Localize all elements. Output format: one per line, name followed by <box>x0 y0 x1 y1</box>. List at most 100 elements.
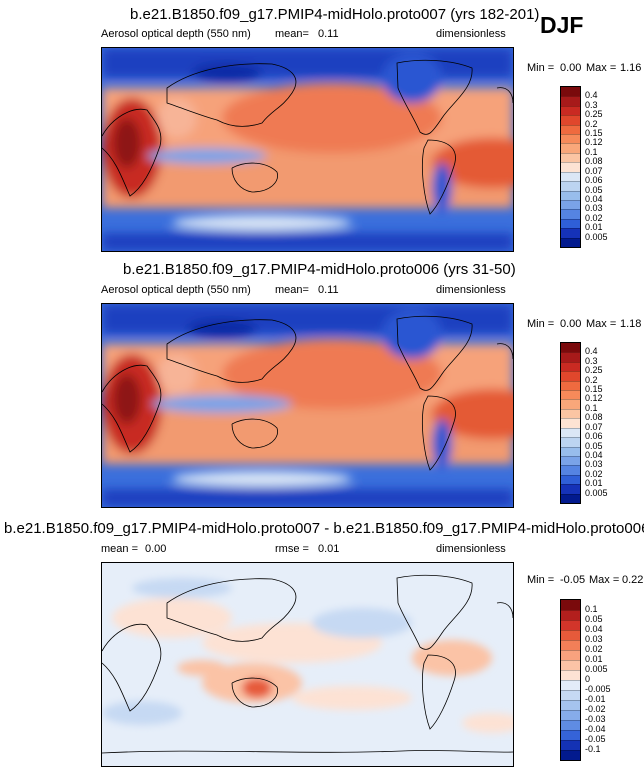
colorbar-swatch <box>561 408 580 419</box>
panel3-units: dimensionless <box>436 543 506 555</box>
panel1-min-value: 0.00 <box>560 62 582 74</box>
panel1-mean-label: mean= <box>275 28 309 40</box>
panel3-min-value: -0.05 <box>560 574 586 586</box>
colorbar-swatch <box>561 446 580 456</box>
colorbar-tick-label: 0 <box>585 674 591 684</box>
panel2-max-label: Max = <box>586 318 617 330</box>
panel2-colorbar <box>560 342 581 504</box>
panel2-min-value: 0.00 <box>560 318 582 330</box>
colorbar-swatch <box>561 750 580 760</box>
panel3-min-label: Min = <box>527 574 555 586</box>
colorbar-swatch <box>561 720 580 730</box>
colorbar-tick-label: 0.04 <box>585 624 603 634</box>
panel1-max-value: 1.16 <box>620 62 642 74</box>
colorbar-tick-label: 0.005 <box>585 664 608 674</box>
colorbar-swatch <box>561 171 580 182</box>
colorbar-swatch <box>561 620 580 630</box>
panel2-map <box>101 303 514 508</box>
colorbar-tick-label: 0.08 <box>585 156 603 167</box>
colorbar-tick-label: 0.02 <box>585 644 603 654</box>
colorbar-tick-label: -0.02 <box>585 704 606 714</box>
colorbar-swatch <box>561 740 580 750</box>
colorbar-tick-label: -0.01 <box>585 694 606 704</box>
colorbar-tick-label: 0.06 <box>585 175 603 186</box>
colorbar-tick-label: 0.04 <box>585 449 603 460</box>
colorbar-tick-label: 0.25 <box>585 365 603 376</box>
colorbar-tick-label: 0.15 <box>585 384 603 395</box>
colorbar-swatch <box>561 710 580 720</box>
colorbar-tick-label: 0.07 <box>585 421 603 432</box>
colorbar-swatch <box>561 650 580 660</box>
colorbar-tick-label: 0.1 <box>585 604 598 614</box>
colorbar-tick-label: 0.2 <box>585 118 598 129</box>
panel3-rmse-label: rmse = <box>275 543 309 555</box>
panel1-min-label: Min = <box>527 62 555 74</box>
panel1-title: b.e21.B1850.f09_g17.PMIP4-midHolo.proto0… <box>130 6 540 23</box>
colorbar-tick-label: 0.04 <box>585 193 603 204</box>
panel3-colorbar <box>560 599 581 761</box>
colorbar-swatch <box>561 610 580 620</box>
colorbar-tick-label: 0.03 <box>585 459 603 470</box>
panel2-mean-value: 0.11 <box>318 284 339 296</box>
season-label: DJF <box>540 12 584 38</box>
colorbar-swatch <box>561 630 580 640</box>
colorbar-tick-label: 0.25 <box>585 109 603 120</box>
colorbar-tick-label: -0.03 <box>585 714 606 724</box>
panel2-variable: Aerosol optical depth (550 nm) <box>101 284 251 296</box>
colorbar-swatch <box>561 371 580 381</box>
panel3-max-value: 0.22 <box>622 574 644 586</box>
colorbar-swatch <box>561 418 580 428</box>
colorbar-tick-label: -0.1 <box>585 744 601 754</box>
panel2-mean-label: mean= <box>275 284 309 296</box>
colorbar-swatch <box>561 199 580 210</box>
colorbar-swatch <box>561 474 580 485</box>
colorbar-tick-label: 0.005 <box>585 487 608 498</box>
colorbar-swatch <box>561 152 580 163</box>
colorbar-tick-label: -0.005 <box>585 684 611 694</box>
panel1-mean-value: 0.11 <box>318 28 339 40</box>
colorbar-tick-label: 0.07 <box>585 165 603 176</box>
colorbar-tick-label: 0.3 <box>585 99 598 110</box>
colorbar-tick-label: -0.05 <box>585 734 606 744</box>
colorbar-swatch <box>561 209 580 219</box>
colorbar-swatch <box>561 228 580 238</box>
colorbar-tick-label: 0.08 <box>585 412 603 423</box>
colorbar-swatch <box>561 730 580 740</box>
colorbar-swatch <box>561 115 580 125</box>
colorbar-swatch <box>561 455 580 466</box>
colorbar-tick-label: 0.4 <box>585 90 598 101</box>
colorbar-tick-label: 0.03 <box>585 203 603 214</box>
panel3-max-label: Max = <box>589 574 620 586</box>
panel3-mean-value: 0.00 <box>145 543 167 555</box>
colorbar-swatch <box>561 493 580 503</box>
colorbar-tick-label: 0.3 <box>585 355 598 366</box>
colorbar-tick-label: 0.01 <box>585 654 603 664</box>
colorbar-tick-label: 0.15 <box>585 128 603 139</box>
colorbar-swatch <box>561 124 580 135</box>
colorbar-tick-label: 0.06 <box>585 431 603 442</box>
panel1-variable: Aerosol optical depth (550 nm) <box>101 28 251 40</box>
colorbar-tick-label: 0.4 <box>585 346 598 357</box>
colorbar-swatch <box>561 105 580 116</box>
colorbar-tick-label: 0.005 <box>585 231 608 242</box>
panel3-mean-label: mean = <box>101 543 138 555</box>
colorbar-swatch <box>561 361 580 372</box>
colorbar-tick-label: 0.05 <box>585 614 603 624</box>
colorbar-tick-label: 0.1 <box>585 146 598 157</box>
colorbar-tick-label: 0.12 <box>585 393 603 404</box>
panel2-title: b.e21.B1850.f09_g17.PMIP4-midHolo.proto0… <box>123 261 516 278</box>
panel2-max-value: 1.18 <box>620 318 642 330</box>
colorbar-tick-label: 0.05 <box>585 184 603 195</box>
colorbar-tick-label: 0.1 <box>585 402 598 413</box>
panel1-colorbar <box>560 86 581 248</box>
colorbar-tick-label: 0.01 <box>585 222 603 233</box>
colorbar-swatch <box>561 640 580 650</box>
panel1-max-label: Max = <box>586 62 617 74</box>
colorbar-swatch <box>561 390 580 400</box>
colorbar-swatch <box>561 190 580 200</box>
panel3-rmse-value: 0.01 <box>318 543 340 555</box>
colorbar-swatch <box>561 162 580 172</box>
colorbar-swatch <box>561 680 580 690</box>
panel1-map <box>101 47 514 252</box>
colorbar-tick-label: 0.03 <box>585 634 603 644</box>
